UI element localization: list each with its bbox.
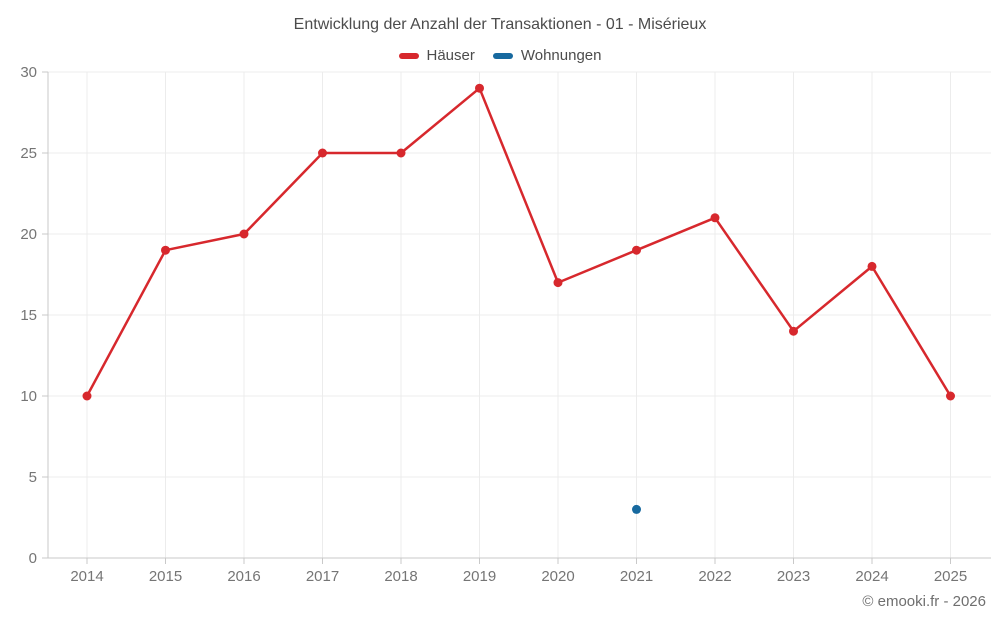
data-point[interactable] (396, 148, 406, 158)
x-tick-label: 2023 (777, 568, 810, 585)
data-point[interactable] (161, 245, 170, 255)
legend-label-wohnungen: Wohnungen (520, 47, 602, 64)
y-tick-label: 5 (29, 469, 37, 486)
y-tick-label: 20 (20, 226, 37, 243)
data-point[interactable] (946, 391, 955, 401)
x-tick-label: 2018 (384, 568, 417, 585)
data-point[interactable] (632, 245, 641, 255)
legend-item-haeuser[interactable]: Häuser (398, 47, 475, 64)
data-point[interactable] (475, 83, 484, 93)
x-tick-label: 2024 (855, 568, 888, 585)
attribution-text: © emooki.fr - 2026 (862, 593, 986, 610)
legend-label-haeuser: Häuser (426, 47, 475, 64)
x-tick-label: 2020 (541, 568, 574, 585)
data-point[interactable] (553, 278, 563, 288)
x-tick-label: 2017 (306, 568, 339, 585)
x-tick-label: 2019 (463, 568, 496, 585)
series-häuser (82, 83, 955, 401)
gridlines (48, 71, 991, 558)
x-tick-label: 2022 (698, 568, 731, 585)
x-tick-label: 2016 (227, 568, 260, 585)
x-tick-label: 2015 (149, 568, 182, 585)
chart-title: Entwicklung der Anzahl der Transaktionen… (293, 16, 707, 33)
data-point[interactable] (710, 213, 720, 223)
data-point[interactable] (318, 148, 327, 158)
x-tick-label: 2021 (620, 568, 653, 585)
y-tick-label: 30 (20, 64, 37, 81)
legend-item-wohnungen[interactable]: Wohnungen (492, 47, 602, 64)
data-point[interactable] (789, 326, 798, 336)
chart-legend: Häuser Wohnungen (0, 47, 1000, 64)
y-tick-label: 25 (20, 145, 37, 162)
x-tick-label: 2025 (934, 568, 967, 585)
data-point[interactable] (867, 261, 877, 271)
y-tick-label: 0 (29, 550, 37, 567)
series-line (85, 86, 952, 398)
data-point[interactable] (239, 229, 249, 239)
haeuser-series-swatch-icon (398, 52, 419, 59)
wohnungen-series-swatch-icon (492, 52, 513, 59)
series-wohnungen (632, 504, 641, 514)
data-point[interactable] (82, 391, 92, 401)
data-point[interactable] (632, 504, 641, 514)
y-tick-label: 10 (20, 388, 37, 405)
x-tick-label: 2014 (70, 568, 103, 585)
y-tick-label: 15 (20, 307, 37, 324)
axes (42, 71, 991, 564)
